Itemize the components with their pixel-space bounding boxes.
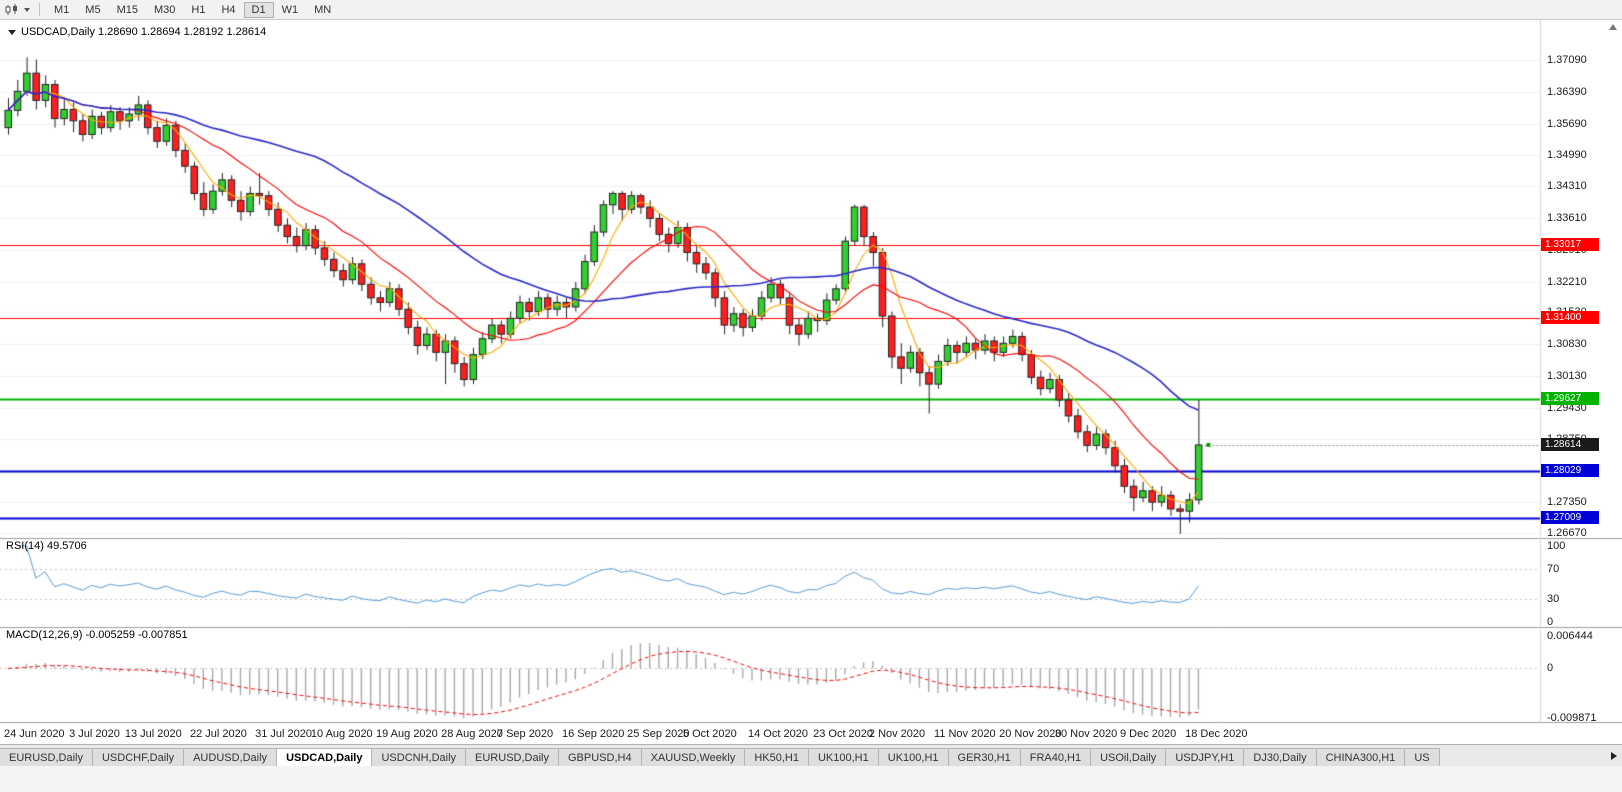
rsi-scale-label: 70 xyxy=(1547,562,1560,575)
chart-title: USDCAD,Daily 1.28690 1.28694 1.28192 1.2… xyxy=(8,26,266,38)
tab-xauusd-weekly[interactable]: XAUUSD,Weekly xyxy=(640,748,746,767)
date-axis-label: 9 Dec 2020 xyxy=(1120,728,1177,740)
date-axis-label: 23 Oct 2020 xyxy=(813,728,874,740)
date-axis-label: 24 Jun 2020 xyxy=(4,728,65,740)
price-level-tag: 1.33017 xyxy=(1541,237,1599,251)
tab-fra40-h1[interactable]: FRA40,H1 xyxy=(1019,748,1092,767)
tab-dj30-daily[interactable]: DJ30,Daily xyxy=(1243,748,1317,767)
tab-uk100-h1[interactable]: UK100,H1 xyxy=(807,748,879,767)
date-axis-label: 5 Oct 2020 xyxy=(682,728,737,740)
macd-scale-label: 0 xyxy=(1547,662,1554,675)
tab-eurusd-daily[interactable]: EURUSD,Daily xyxy=(465,748,559,767)
macd-scale-label: 0.006444 xyxy=(1547,630,1593,642)
rsi-scale-label: 0 xyxy=(1547,616,1554,628)
price-level-tag: 1.27009 xyxy=(1541,510,1599,524)
date-axis-label: 18 Dec 2020 xyxy=(1185,728,1248,740)
price-tick-label: 1.26670 xyxy=(1547,527,1587,539)
date-axis-label: 3 Jul 2020 xyxy=(69,728,120,740)
timeframe-button-m15[interactable]: M15 xyxy=(116,3,138,16)
date-axis-label: 31 Jul 2020 xyxy=(255,728,312,740)
date-axis-label: 28 Aug 2020 xyxy=(441,728,503,740)
price-level-tag: 1.31400 xyxy=(1541,311,1599,325)
tab-us[interactable]: US xyxy=(1404,748,1440,767)
date-axis-label: 14 Oct 2020 xyxy=(748,728,808,740)
tab-hk50-h1[interactable]: HK50,H1 xyxy=(744,748,809,767)
date-axis-label: 7 Sep 2020 xyxy=(496,728,554,740)
tab-audusd-daily[interactable]: AUDUSD,Daily xyxy=(183,748,278,767)
tab-uk100-h1[interactable]: UK100,H1 xyxy=(877,748,949,767)
timeframe-buttons: M1 M5 M15 M30 H1 H4 D1 W1 MN xyxy=(46,1,339,18)
timeframe-button-mn[interactable]: MN xyxy=(314,3,332,16)
timeframe-button-h4[interactable]: H4 xyxy=(221,3,236,16)
price-tick-label: 1.32210 xyxy=(1547,275,1587,288)
price-tick-label: 1.30130 xyxy=(1547,369,1587,382)
current-price-tag: 1.28614 xyxy=(1541,437,1599,451)
symbol-dropdown-icon xyxy=(8,29,16,35)
timeframe-button-h1[interactable]: H1 xyxy=(191,3,206,16)
toolbar: M1 M5 M15 M30 H1 H4 D1 W1 MN xyxy=(0,0,1622,20)
price-scale-arrow-icon[interactable] xyxy=(1609,24,1617,30)
tab-usoil-daily[interactable]: USOil,Daily xyxy=(1090,748,1167,767)
tab-usdjpy-h1[interactable]: USDJPY,H1 xyxy=(1165,748,1245,767)
tab-usdcnh-daily[interactable]: USDCNH,Daily xyxy=(371,748,467,767)
date-axis-label: 16 Sep 2020 xyxy=(562,728,625,740)
date-axis-label: 25 Sep 2020 xyxy=(627,728,690,740)
date-axis-label: 22 Jul 2020 xyxy=(190,728,247,740)
price-tick-label: 1.27350 xyxy=(1547,496,1587,509)
chart-type-caret-icon[interactable] xyxy=(24,7,30,12)
timeframe-button-m5[interactable]: M5 xyxy=(85,3,101,16)
timeframe-button-d1[interactable]: D1 xyxy=(243,1,274,18)
price-tick-label: 1.34310 xyxy=(1547,180,1587,193)
price-tick-label: 1.36390 xyxy=(1547,85,1587,98)
tab-china300-h1[interactable]: CHINA300,H1 xyxy=(1315,748,1406,767)
date-axis-label: 19 Aug 2020 xyxy=(376,728,438,740)
macd-label: MACD(12,26,9) -0.005259 -0.007851 xyxy=(6,629,188,641)
rsi-scale-label: 100 xyxy=(1547,540,1566,552)
date-axis-label: 10 Aug 2020 xyxy=(310,728,373,740)
macd-scale-label: -0.009871 xyxy=(1547,712,1597,724)
price-tick-label: 1.30830 xyxy=(1547,338,1587,351)
date-axis-label: 13 Jul 2020 xyxy=(124,728,182,740)
price-tick-label: 1.33610 xyxy=(1547,211,1587,224)
rsi-scale-label: 30 xyxy=(1547,593,1560,606)
price-tick-label: 1.35690 xyxy=(1547,117,1587,130)
tab-eurusd-daily[interactable]: EURUSD,Daily xyxy=(0,748,93,767)
date-axis-label: 11 Nov 2020 xyxy=(934,728,996,740)
price-tick-label: 1.37090 xyxy=(1547,54,1587,66)
status-strip xyxy=(0,766,1622,792)
chart-area: USDCAD,Daily 1.28690 1.28694 1.28192 1.2… xyxy=(0,20,1622,744)
rsi-label: RSI(14) 49.5706 xyxy=(6,540,87,552)
date-axis-label: 20 Nov 2020 xyxy=(999,728,1062,740)
tab-gbpusd-h4[interactable]: GBPUSD,H4 xyxy=(558,748,642,767)
price-level-tag: 1.29627 xyxy=(1541,391,1599,405)
timeframe-button-m30[interactable]: M30 xyxy=(153,3,176,16)
price-level-tag: 1.28029 xyxy=(1541,464,1599,478)
tab-usdchf-daily[interactable]: USDCHF,Daily xyxy=(91,748,185,767)
date-axis-label: 2 Nov 2020 xyxy=(868,728,926,740)
date-axis-label: 30 Nov 2020 xyxy=(1054,728,1118,740)
timeframe-button-w1[interactable]: W1 xyxy=(281,3,299,16)
chart-type-icon[interactable] xyxy=(5,3,19,16)
tab-ger30-h1[interactable]: GER30,H1 xyxy=(947,748,1021,767)
tab-usdcad-daily[interactable]: USDCAD,Daily xyxy=(276,748,373,767)
chart-title-text: USDCAD,Daily 1.28690 1.28694 1.28192 1.2… xyxy=(21,26,267,38)
toolbar-separator xyxy=(39,3,40,16)
tab-bar: EURUSD,Daily USDCHF,Daily AUDUSD,Daily USDC… xyxy=(0,744,1622,767)
price-tick-label: 1.34990 xyxy=(1547,149,1587,162)
timeframe-button-m1[interactable]: M1 xyxy=(54,3,70,16)
tabs-scroll-right-icon[interactable] xyxy=(1611,752,1617,760)
price-chart-canvas[interactable] xyxy=(0,20,1622,744)
